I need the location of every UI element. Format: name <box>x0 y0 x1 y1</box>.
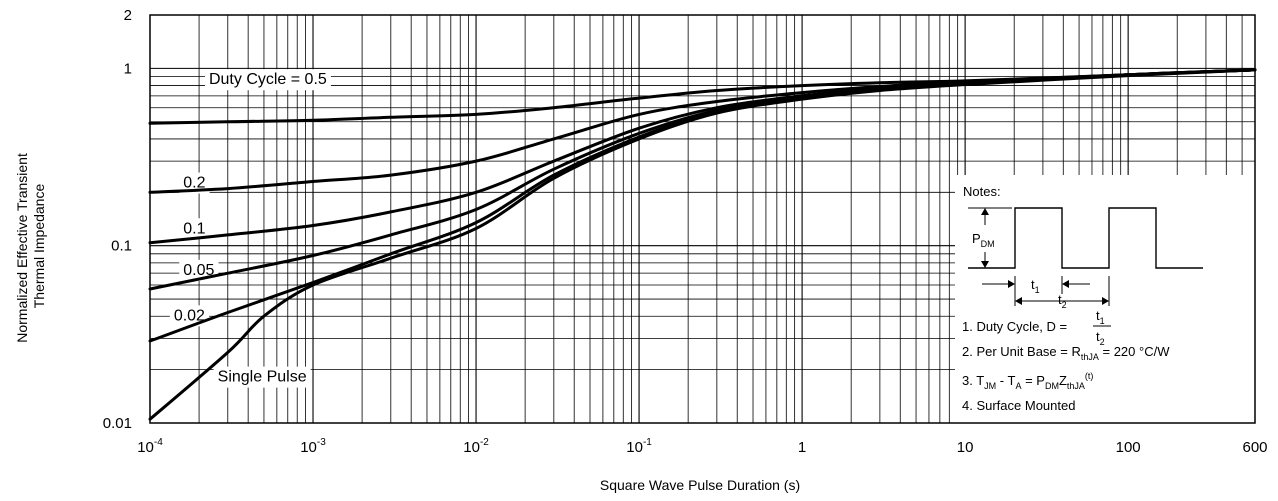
y-tick-label: 2 <box>124 7 132 24</box>
series-label: Single Pulse <box>218 369 307 386</box>
note-per-unit-base: 2. Per Unit Base = RthJA = 220 °C/W <box>962 344 1170 362</box>
series-label: 0.02 <box>174 307 205 324</box>
series-label: Duty Cycle = 0.5 <box>209 71 327 88</box>
notes-heading: Notes: <box>963 184 1001 199</box>
series-label-background <box>179 218 210 240</box>
t2-label: t2 <box>1058 292 1067 310</box>
series-label-background <box>169 305 210 327</box>
x-tick-label: 10-4 <box>137 437 163 456</box>
pulse-waveform <box>968 207 1203 269</box>
duty-numerator: t1 <box>1096 308 1105 326</box>
t1-label: t1 <box>1031 277 1040 295</box>
note-surface-mounted: 4. Surface Mounted <box>962 398 1075 413</box>
x-tick-label: 10-2 <box>463 437 489 456</box>
series-line <box>148 68 1257 421</box>
series-label: 0.1 <box>183 220 205 237</box>
duty-denominator: t2 <box>1096 329 1105 347</box>
x-tick-label: 1 <box>798 439 806 456</box>
x-tick-label: 10-3 <box>300 437 326 456</box>
series-label-background <box>204 69 331 91</box>
notes-box: Notes: PDM t1 t2 1. Duty Cycle, D = <box>955 175 1255 423</box>
series-lines <box>148 68 1257 421</box>
series-label-background <box>179 172 210 194</box>
series-label: 0.05 <box>183 262 214 279</box>
x-axis-title: Square Wave Pulse Duration (s) <box>600 477 800 493</box>
y-tick-label: 0.1 <box>111 238 132 255</box>
series-label-background <box>213 366 311 388</box>
x-tick-label: 10-1 <box>626 437 652 456</box>
series-label: 0.2 <box>183 175 205 192</box>
note-duty-cycle: 1. Duty Cycle, D = <box>962 319 1067 334</box>
x-tick-label: 600 <box>1242 439 1267 456</box>
x-tick-label: 100 <box>1116 439 1141 456</box>
x-tick-label: 10 <box>957 439 974 456</box>
note-junction-temperature: 3. TJM - TA = PDMZthJA(t) <box>962 371 1093 391</box>
y-tick-label: 0.01 <box>103 415 132 432</box>
series-labels: Duty Cycle = 0.5 0.2 0.1 0.05 0.02 Single Pul… <box>169 69 331 388</box>
axis-ticks: 10-4 10-3 10-2 10-1 1 10 100 600 0.01 0.1 1 2 <box>103 7 1268 456</box>
pdm-label: PDM <box>972 231 995 249</box>
plot-frame <box>149 14 1256 424</box>
y-tick-label: 1 <box>124 60 132 77</box>
y-axis-title: Normalized Effective Transient Thermal I… <box>14 149 47 343</box>
